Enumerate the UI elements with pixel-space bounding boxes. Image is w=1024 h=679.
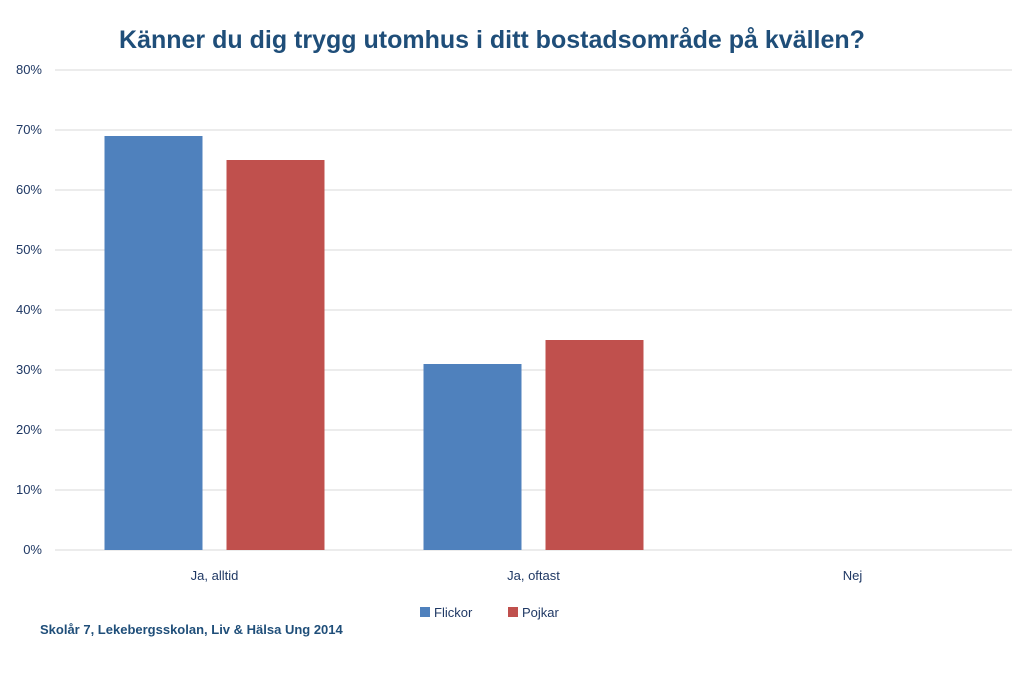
legend-swatch-pojkar (508, 607, 518, 617)
category-label: Ja, alltid (191, 568, 239, 583)
y-tick-label: 60% (16, 182, 42, 197)
y-tick-label: 0% (23, 542, 42, 557)
y-tick-label: 30% (16, 362, 42, 377)
source-note: Skolår 7, Lekebergsskolan, Liv & Hälsa U… (40, 622, 344, 637)
legend-label-flickor: Flickor (434, 605, 473, 620)
bar-flickor-0 (104, 136, 203, 550)
gridlines (55, 69, 1012, 551)
bar-pojkar-1 (545, 340, 644, 550)
bar-pojkar-0 (226, 160, 325, 550)
y-tick-label: 40% (16, 302, 42, 317)
y-tick-label: 80% (16, 62, 42, 77)
category-label: Ja, oftast (507, 568, 560, 583)
y-tick-label: 20% (16, 422, 42, 437)
y-tick-label: 10% (16, 482, 42, 497)
bar-flickor-1 (423, 364, 522, 550)
category-label: Nej (843, 568, 863, 583)
y-axis-ticks: 0% 10% 20% 30% 40% 50% 60% 70% 80% (16, 62, 42, 557)
legend: Flickor Pojkar (420, 605, 560, 620)
y-tick-label: 50% (16, 242, 42, 257)
bars (104, 136, 644, 550)
category-labels: Ja, alltid Ja, oftast Nej (191, 568, 863, 583)
chart-title: Känner du dig trygg utomhus i ditt bosta… (119, 26, 865, 54)
legend-label-pojkar: Pojkar (522, 605, 560, 620)
y-tick-label: 70% (16, 122, 42, 137)
legend-swatch-flickor (420, 607, 430, 617)
